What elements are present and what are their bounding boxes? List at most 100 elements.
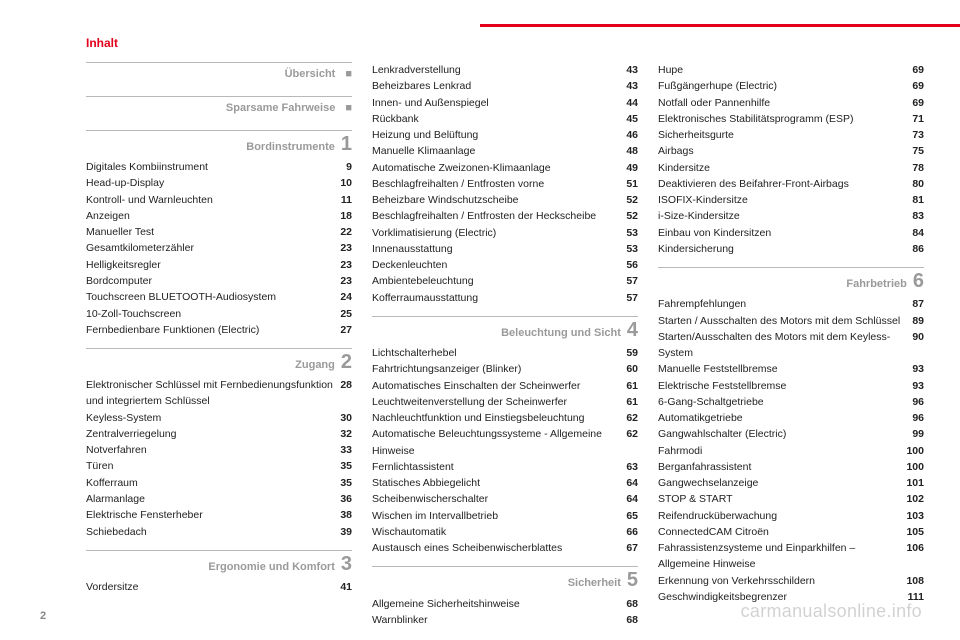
toc-label: Gangwahlschalter (Electric) bbox=[658, 426, 912, 442]
toc-label: Deaktivieren des Beifahrer-Front-Airbags bbox=[658, 176, 912, 192]
toc-label: Lichtschalterhebel bbox=[372, 345, 626, 361]
section-title: Beleuchtung und Sicht bbox=[501, 325, 621, 342]
toc-label: Automatisches Einschalten der Scheinwerf… bbox=[372, 378, 626, 394]
toc-page: 33 bbox=[340, 442, 352, 458]
toc-row: Vorklimatisierung (Electric)53 bbox=[372, 225, 638, 241]
toc-label: Helligkeitsregler bbox=[86, 257, 340, 273]
toc-page: 71 bbox=[912, 111, 924, 127]
section-title: Ergonomie und Komfort bbox=[208, 559, 335, 576]
toc-page: 32 bbox=[340, 426, 352, 442]
toc-label: Allgemeine Sicherheitshinweise bbox=[372, 596, 626, 612]
toc-row: Lenkradverstellung43 bbox=[372, 62, 638, 78]
toc-label: Alarmanlage bbox=[86, 491, 340, 507]
toc-label: Vordersitze bbox=[86, 579, 340, 595]
toc-page: 48 bbox=[626, 143, 638, 159]
toc-label: Wischen im Intervallbetrieb bbox=[372, 508, 626, 524]
toc-page: 18 bbox=[340, 208, 352, 224]
toc-page: 100 bbox=[906, 459, 924, 475]
toc-page: 24 bbox=[340, 289, 352, 305]
toc-page: 64 bbox=[626, 475, 638, 491]
toc-label: Vorklimatisierung (Electric) bbox=[372, 225, 626, 241]
toc-row: Notfall oder Pannenhilfe69 bbox=[658, 95, 924, 111]
toc-row: Rückbank45 bbox=[372, 111, 638, 127]
toc-page: 106 bbox=[906, 540, 924, 556]
toc-label: Fernlichtassistent bbox=[372, 459, 626, 475]
toc-label: Deckenleuchten bbox=[372, 257, 626, 273]
toc-page: 86 bbox=[912, 241, 924, 257]
toc-label: STOP & START bbox=[658, 491, 906, 507]
toc-page: 62 bbox=[626, 426, 638, 442]
toc-row: Berganfahrassistent100 bbox=[658, 459, 924, 475]
toc-row: Elektronischer Schlüssel mit Fernbedienu… bbox=[86, 377, 352, 410]
toc-label: 10-Zoll-Touchscreen bbox=[86, 306, 340, 322]
section-bullet-icon: ■ bbox=[345, 100, 352, 117]
toc-label: Kofferraumausstattung bbox=[372, 290, 626, 306]
toc-label: Starten / Ausschalten des Motors mit dem… bbox=[658, 313, 912, 329]
toc-page: 52 bbox=[626, 208, 638, 224]
toc-page: 35 bbox=[340, 475, 352, 491]
toc-row: ConnectedCAM Citroën105 bbox=[658, 524, 924, 540]
toc-label: Elektrische Feststellbremse bbox=[658, 378, 912, 394]
toc-label: Automatikgetriebe bbox=[658, 410, 912, 426]
toc-label: Fahrtrichtungsanzeiger (Blinker) bbox=[372, 361, 626, 377]
toc-page: 59 bbox=[626, 345, 638, 361]
toc-label: Ambientebeleuchtung bbox=[372, 273, 626, 289]
toc-page: 87 bbox=[912, 296, 924, 312]
toc-label: Notverfahren bbox=[86, 442, 340, 458]
section-bullet-icon: ■ bbox=[345, 66, 352, 83]
toc-row: Fußgängerhupe (Electric)69 bbox=[658, 78, 924, 94]
toc-label: Manuelle Klimaanlage bbox=[372, 143, 626, 159]
toc-page: 51 bbox=[626, 176, 638, 192]
toc-row: Warnblinker68 bbox=[372, 612, 638, 628]
toc-page: 39 bbox=[340, 524, 352, 540]
toc-label: Keyless-System bbox=[86, 410, 340, 426]
toc-row: Fernbedienbare Funktionen (Electric)27 bbox=[86, 322, 352, 338]
toc-label: Nachleuchtfunktion und Einstiegsbeleucht… bbox=[372, 410, 626, 426]
toc-label: Lenkradverstellung bbox=[372, 62, 626, 78]
toc-row: Airbags75 bbox=[658, 143, 924, 159]
toc-row: Beheizbare Windschutzscheibe52 bbox=[372, 192, 638, 208]
toc-page: 96 bbox=[912, 394, 924, 410]
toc-row: Gangwahlschalter (Electric)99 bbox=[658, 426, 924, 442]
toc-label: Anzeigen bbox=[86, 208, 340, 224]
section-number: 4 bbox=[627, 320, 638, 340]
toc-page: 78 bbox=[912, 160, 924, 176]
toc-page: 27 bbox=[340, 322, 352, 338]
toc-label: Reifendrucküberwachung bbox=[658, 508, 906, 524]
toc-page: 10 bbox=[340, 175, 352, 191]
toc-row: Fahrtrichtungsanzeiger (Blinker)60 bbox=[372, 361, 638, 377]
toc-row: Automatische Zweizonen-Klimaanlage49 bbox=[372, 160, 638, 176]
toc-page: 52 bbox=[626, 192, 638, 208]
toc-row: i-Size-Kindersitze83 bbox=[658, 208, 924, 224]
toc-label: Sicherheitsgurte bbox=[658, 127, 912, 143]
toc-row: Fahrassistenzsysteme und Einparkhilfen –… bbox=[658, 540, 924, 573]
toc-page: 64 bbox=[626, 491, 638, 507]
toc-label: Scheibenwischerschalter bbox=[372, 491, 626, 507]
toc-page: 38 bbox=[340, 507, 352, 523]
toc-label: Fahrassistenzsysteme und Einparkhilfen –… bbox=[658, 540, 906, 573]
section-header: Bordinstrumente1 bbox=[86, 130, 352, 156]
toc-label: Kofferraum bbox=[86, 475, 340, 491]
toc-label: Starten/Ausschalten des Motors mit dem K… bbox=[658, 329, 912, 362]
toc-row: Einbau von Kindersitzen84 bbox=[658, 225, 924, 241]
toc-label: Kontroll- und Warnleuchten bbox=[86, 192, 341, 208]
toc-label: Automatische Beleuchtungssysteme - Allge… bbox=[372, 426, 626, 459]
toc-row: Kontroll- und Warnleuchten11 bbox=[86, 192, 352, 208]
toc-row: Elektrische Fensterheber38 bbox=[86, 507, 352, 523]
toc-label: i-Size-Kindersitze bbox=[658, 208, 912, 224]
toc-row: Beheizbares Lenkrad43 bbox=[372, 78, 638, 94]
toc-label: Fahrempfehlungen bbox=[658, 296, 912, 312]
toc-label: Elektronisches Stabilitätsprogramm (ESP) bbox=[658, 111, 912, 127]
toc-row: Beschlagfreihalten / Entfrosten der Heck… bbox=[372, 208, 638, 224]
toc-row: Starten / Ausschalten des Motors mit dem… bbox=[658, 313, 924, 329]
toc-page: 11 bbox=[341, 192, 352, 208]
toc-page: 23 bbox=[340, 257, 352, 273]
toc-label: Geschwindigkeitsbegrenzer bbox=[658, 589, 908, 605]
toc-page: 105 bbox=[906, 524, 924, 540]
toc-label: Gangwechselanzeige bbox=[658, 475, 906, 491]
toc-label: Innenausstattung bbox=[372, 241, 626, 257]
toc-page: 66 bbox=[626, 524, 638, 540]
toc-row: Elektronisches Stabilitätsprogramm (ESP)… bbox=[658, 111, 924, 127]
toc-label: Rückbank bbox=[372, 111, 626, 127]
toc-page: 35 bbox=[340, 458, 352, 474]
